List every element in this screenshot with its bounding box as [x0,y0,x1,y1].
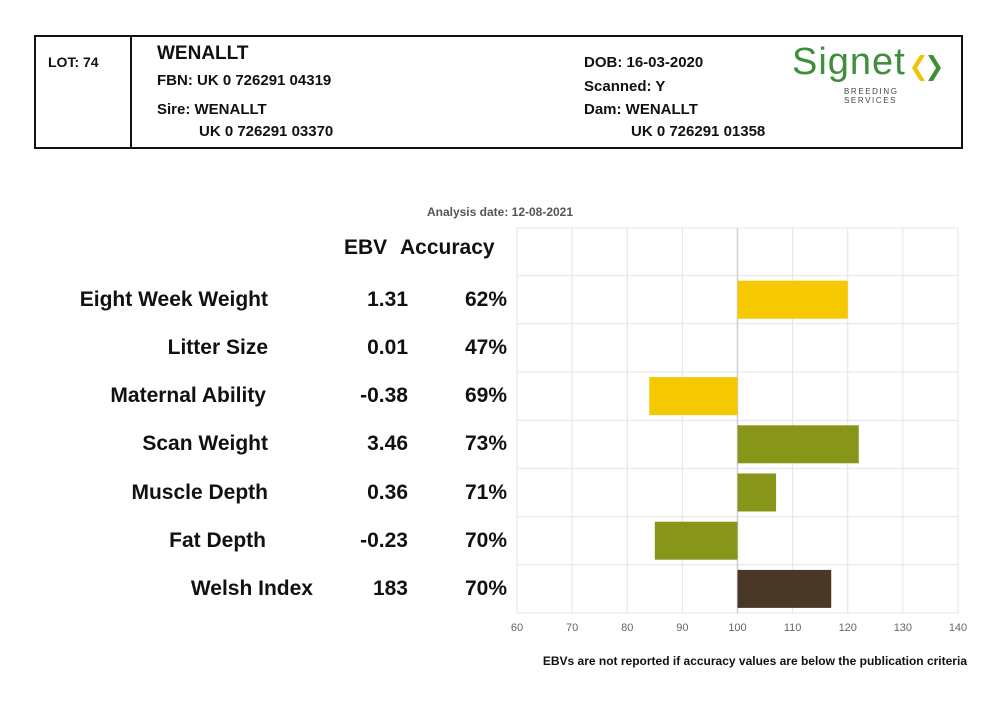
accuracy-value: 70% [464,528,507,552]
animal-name: WENALLT [157,43,249,64]
bar-fat-depth [654,521,738,560]
trait-label: Scan Weight [142,432,268,456]
animal-info-header: LOT: 74 WENALLT FBN: UK 0 726291 04319 S… [34,35,963,149]
ebv-value: 1.31 [367,287,408,311]
sire-name: Sire: WENALLT [157,101,267,118]
sire-id: UK 0 726291 03370 [199,123,334,140]
trait-label: Fat Depth [169,528,266,552]
accuracy-value: 73% [464,432,507,456]
ebv-value: 0.01 [367,335,408,359]
lot-cell: LOT: 74 [36,37,132,147]
ebv-value: 3.46 [367,432,408,456]
x-tick-label: 60 [511,622,523,634]
x-tick-label: 70 [566,622,578,634]
ebv-value: -0.38 [360,384,408,408]
trait-label: Welsh Index [190,576,313,600]
ebv-value: 183 [372,576,408,600]
date-of-birth: DOB: 16-03-2020 [584,54,704,71]
logo-wordmark: Signet [792,41,906,83]
trait-label: Eight Week Weight [79,287,268,311]
accuracy-column-header: Accuracy [400,236,495,259]
bar-muscle-depth [737,473,777,512]
bar-welsh-index [737,569,832,608]
x-tick-label: 130 [894,622,912,634]
ebv-value: -0.23 [360,528,408,552]
ebv-column-header: EBV [344,236,388,259]
x-tick-label: 100 [728,622,746,634]
bar-scan-weight [737,425,859,464]
signet-logo: Signet BREEDING SERVICES [792,41,952,105]
scanned-status: Scanned: Y [584,78,666,95]
analysis-date: Analysis date: 12-08-2021 [426,205,574,219]
bar-eight-week-weight [737,280,848,319]
dam-name: Dam: WENALLT [584,101,698,118]
x-tick-label: 110 [784,622,802,634]
accuracy-value: 47% [464,335,507,359]
trait-label: Muscle Depth [131,480,268,504]
trait-label: Litter Size [167,335,268,359]
x-tick-label: 80 [621,622,633,634]
accuracy-value: 70% [464,576,507,600]
chevrons-icon [912,55,941,81]
trait-label: Maternal Ability [110,384,266,408]
accuracy-value: 69% [464,384,507,408]
x-tick-label: 120 [839,622,857,634]
logo-subtitle: BREEDING SERVICES [844,87,899,105]
accuracy-value: 62% [464,287,507,311]
x-tick-label: 140 [949,622,967,634]
ebv-value: 0.36 [367,480,408,504]
accuracy-value: 71% [464,480,507,504]
bar-maternal-ability [649,377,738,416]
dam-id: UK 0 726291 01358 [631,123,766,140]
lot-number: LOT: 74 [48,54,99,70]
x-tick-label: 90 [676,622,688,634]
fbn-number: FBN: UK 0 726291 04319 [157,72,332,89]
footnote: EBVs are not reported if accuracy values… [542,654,967,668]
